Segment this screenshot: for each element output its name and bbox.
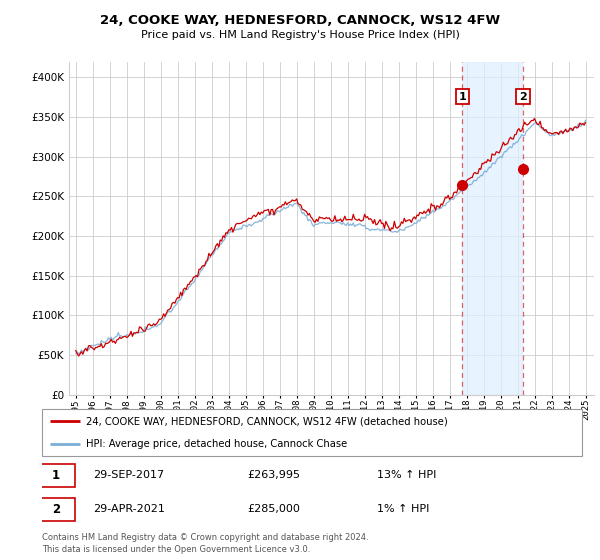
FancyBboxPatch shape — [37, 498, 76, 521]
Text: £285,000: £285,000 — [247, 505, 300, 515]
Text: 2: 2 — [52, 503, 60, 516]
Text: HPI: Average price, detached house, Cannock Chase: HPI: Average price, detached house, Cann… — [86, 439, 347, 449]
Text: 1% ↑ HPI: 1% ↑ HPI — [377, 505, 429, 515]
Text: 1: 1 — [458, 92, 466, 101]
Text: Price paid vs. HM Land Registry's House Price Index (HPI): Price paid vs. HM Land Registry's House … — [140, 30, 460, 40]
Text: 1: 1 — [52, 469, 60, 482]
Text: 24, COOKE WAY, HEDNESFORD, CANNOCK, WS12 4FW: 24, COOKE WAY, HEDNESFORD, CANNOCK, WS12… — [100, 14, 500, 27]
Text: 24, COOKE WAY, HEDNESFORD, CANNOCK, WS12 4FW (detached house): 24, COOKE WAY, HEDNESFORD, CANNOCK, WS12… — [86, 416, 448, 426]
Text: 29-SEP-2017: 29-SEP-2017 — [94, 470, 164, 480]
Text: Contains HM Land Registry data © Crown copyright and database right 2024.
This d: Contains HM Land Registry data © Crown c… — [42, 533, 368, 554]
FancyBboxPatch shape — [42, 409, 582, 456]
FancyBboxPatch shape — [37, 464, 76, 487]
Text: 29-APR-2021: 29-APR-2021 — [94, 505, 165, 515]
Text: 2: 2 — [519, 92, 527, 101]
Text: £263,995: £263,995 — [247, 470, 300, 480]
Text: 13% ↑ HPI: 13% ↑ HPI — [377, 470, 436, 480]
